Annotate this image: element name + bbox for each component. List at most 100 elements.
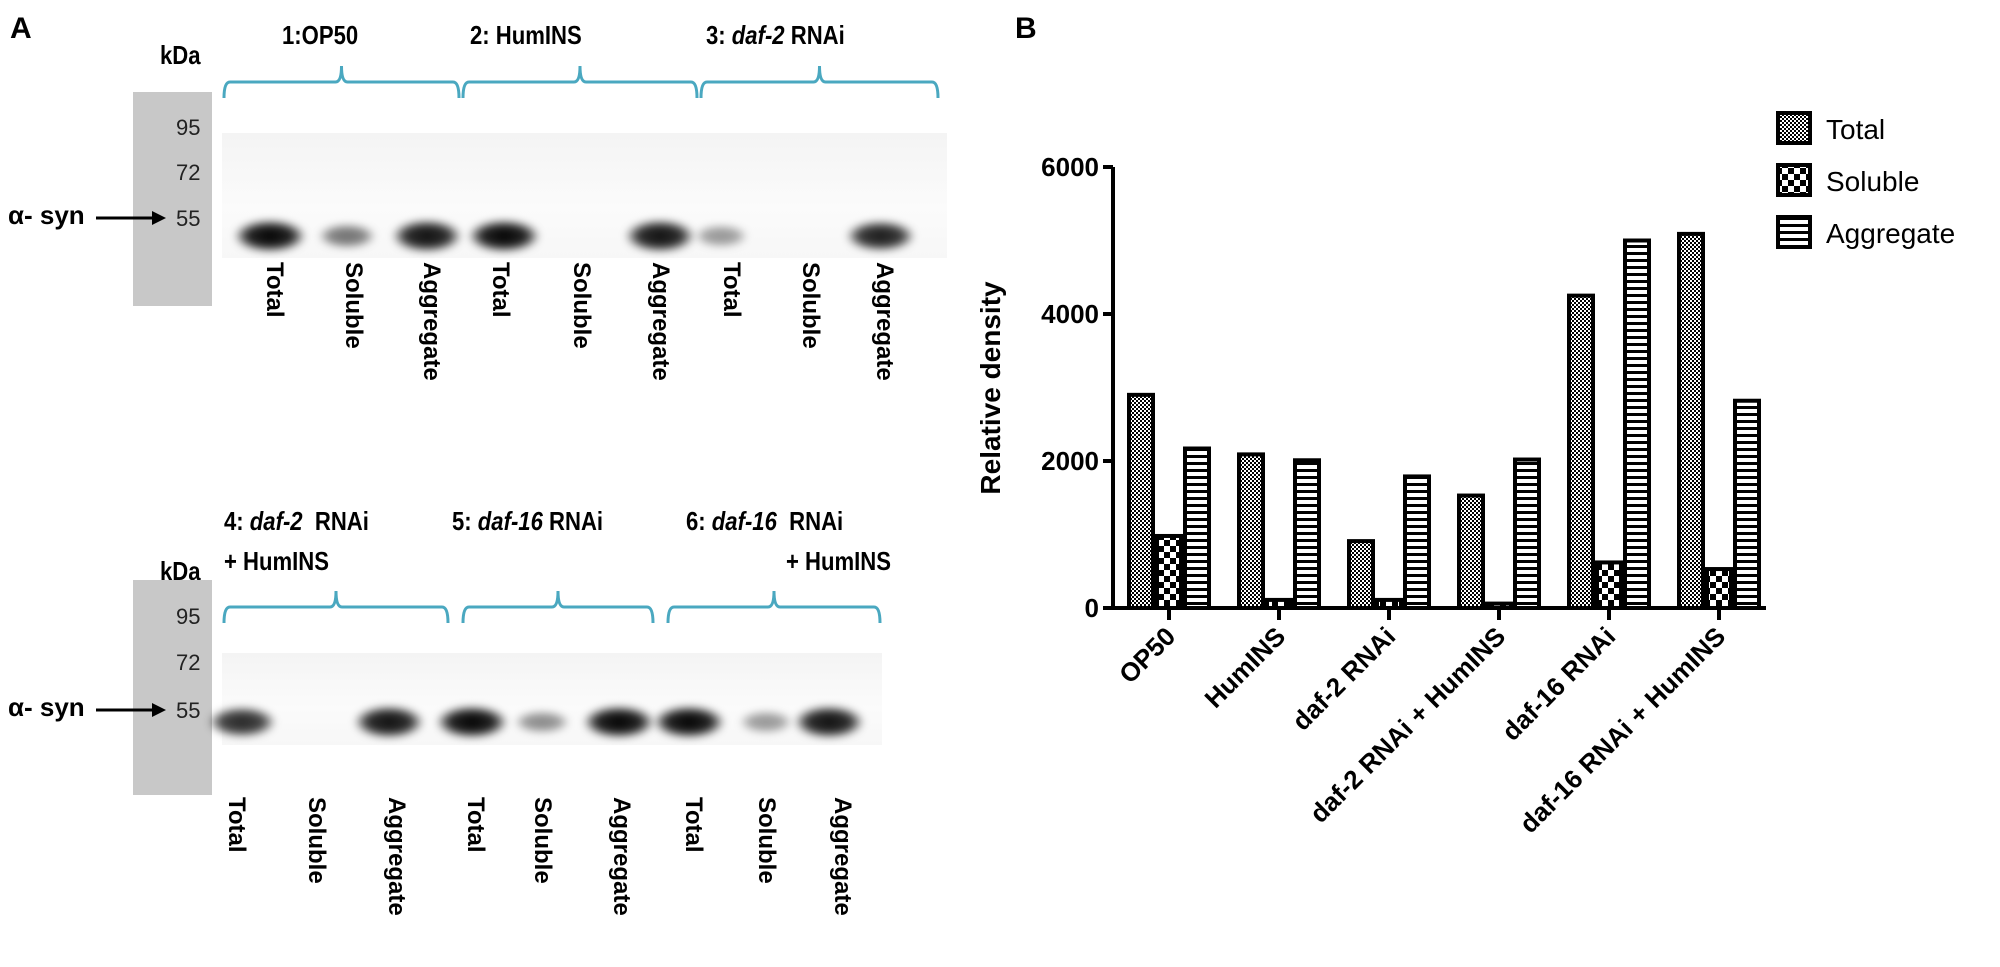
molecular-weight-ladder — [133, 92, 212, 306]
header-italic: daf-2 — [249, 506, 303, 536]
protein-band — [625, 220, 695, 252]
marker-72-label: 72 — [176, 160, 201, 185]
group-header-5: 5: daf-16 RNAi — [452, 506, 603, 537]
marker-55-label: 55 — [176, 698, 201, 723]
lane-label-soluble: Soluble — [303, 797, 330, 884]
header-prefix: 4: — [224, 506, 250, 536]
header-suffix: RNAi — [784, 20, 845, 50]
group-header-3: 3: daf-2 RNAi — [706, 20, 845, 51]
arrow-right-icon — [96, 206, 166, 230]
marker-95-label: 95 — [176, 604, 201, 629]
legend-swatch-soluble — [1776, 163, 1812, 197]
marker-95-label: 95 — [176, 115, 201, 140]
y-tick-label: 6000 — [1041, 152, 1099, 182]
lane-label-aggregate: Aggregate — [871, 262, 898, 381]
group-bracket — [461, 587, 655, 627]
x-tick-label: daf-2 RNAi — [1286, 621, 1401, 736]
lane-label-aggregate: Aggregate — [418, 262, 445, 381]
header-prefix: 1:OP50 — [282, 20, 359, 50]
header-italic: daf-16 — [711, 506, 777, 536]
protein-band — [437, 706, 507, 738]
marker-55-label: 55 — [176, 206, 201, 231]
legend-label-total: Total — [1826, 114, 1885, 145]
protein-band — [235, 220, 305, 252]
protein-band — [392, 220, 462, 252]
lane-label-soluble: Soluble — [568, 262, 595, 349]
bar-soluble — [1155, 533, 1183, 610]
blot-membrane-bottom — [222, 653, 882, 745]
header-prefix: 6: — [686, 506, 712, 536]
bar-aggregate — [1513, 457, 1541, 610]
header-prefix: 5: — [452, 506, 478, 536]
header-prefix: 3: — [706, 20, 732, 50]
bar-total — [1127, 392, 1155, 610]
protein-band — [695, 225, 747, 247]
bar-soluble — [1595, 560, 1623, 610]
bar-aggregate — [1733, 398, 1761, 611]
group-bracket — [699, 62, 940, 102]
lane-label-soluble: Soluble — [529, 797, 556, 884]
header-prefix: 2: HumINS — [470, 20, 582, 50]
panel-a-letter: A — [10, 12, 32, 45]
lane-label-aggregate: Aggregate — [829, 797, 856, 916]
y-tick-label: 4000 — [1041, 299, 1099, 329]
bar-aggregate — [1293, 458, 1321, 611]
legend-swatch-aggregate — [1776, 215, 1812, 249]
bar-aggregate — [1183, 446, 1211, 610]
legend-label-aggregate: Aggregate — [1826, 218, 1955, 249]
group-bracket — [222, 62, 461, 102]
protein-band — [654, 706, 724, 738]
lane-label-total: Total — [718, 262, 745, 318]
lane-label-total: Total — [462, 797, 489, 853]
group-header-2: 2: HumINS — [470, 20, 582, 51]
group-bracket — [222, 587, 450, 627]
header-suffix: RNAi — [302, 506, 369, 536]
lane-label-aggregate: Aggregate — [647, 262, 674, 381]
alpha-syn-label: α- syn — [8, 692, 85, 722]
bar-total — [1677, 231, 1705, 610]
lane-label-total: Total — [223, 797, 250, 853]
panel-b-letter: B — [1015, 12, 1037, 45]
header-italic: daf-16 — [477, 506, 543, 536]
bar-total — [1567, 293, 1595, 610]
lane-label-total: Total — [487, 262, 514, 318]
lane-label-soluble: Soluble — [340, 262, 367, 349]
bar-soluble — [1265, 597, 1293, 610]
arrow-right-icon — [96, 698, 166, 722]
protein-band — [846, 220, 914, 252]
x-tick-label: OP50 — [1113, 621, 1181, 689]
header-italic: daf-2 — [731, 20, 785, 50]
bar-aggregate — [1623, 238, 1651, 610]
group-bracket — [666, 587, 882, 627]
protein-band — [584, 706, 654, 738]
bar-total — [1457, 493, 1485, 611]
kda-label: kDa — [160, 40, 201, 70]
legend-swatch-total — [1776, 111, 1812, 145]
protein-band — [354, 706, 424, 738]
y-tick-label: 0 — [1085, 593, 1099, 623]
protein-band — [318, 224, 376, 248]
group-header-4: 4: daf-2 RNAi — [224, 506, 369, 537]
bar-aggregate — [1403, 474, 1431, 610]
group-bracket — [461, 62, 699, 102]
lane-label-total: Total — [680, 797, 707, 853]
protein-band — [515, 710, 569, 734]
group-header-line2: + HumINS — [224, 546, 330, 576]
protein-band — [794, 706, 864, 738]
header-suffix: RNAi — [776, 506, 844, 536]
x-tick-label: daf-16 RNAi + HumINS — [1513, 621, 1731, 839]
alpha-syn-label: α- syn — [8, 200, 85, 230]
group-header-line2: + HumINS — [786, 546, 892, 576]
protein-band — [469, 220, 539, 252]
bar-total — [1237, 452, 1265, 611]
marker-72-label: 72 — [176, 650, 201, 675]
bar-soluble — [1485, 601, 1513, 611]
lane-label-aggregate: Aggregate — [608, 797, 635, 916]
lane-label-total: Total — [261, 262, 288, 318]
protein-band — [740, 711, 792, 733]
molecular-weight-ladder — [133, 580, 212, 795]
lane-label-soluble: Soluble — [797, 262, 824, 349]
legend-label-soluble: Soluble — [1826, 166, 1919, 197]
bar-soluble — [1375, 597, 1403, 610]
